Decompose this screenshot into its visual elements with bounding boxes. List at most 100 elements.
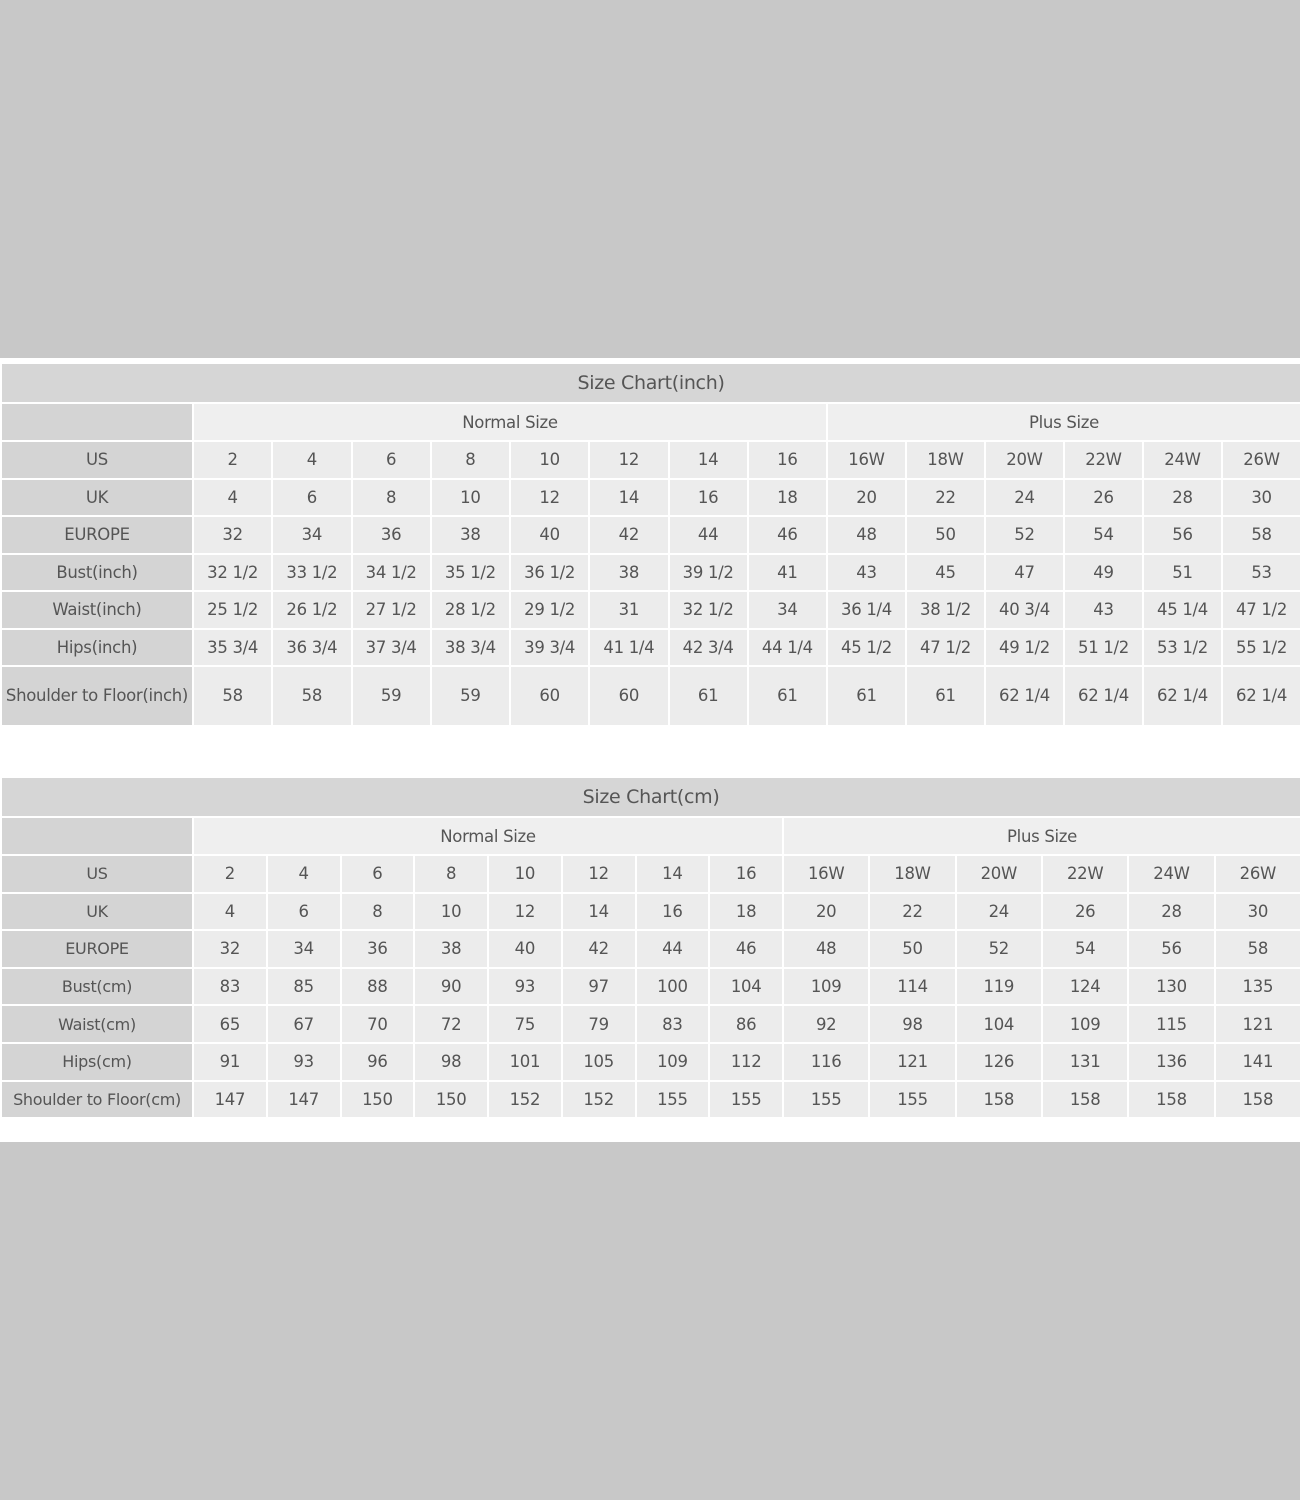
table-cell: 18W xyxy=(868,854,957,894)
table-row: US 2 4 6 8 10 12 14 16 16W 18W 20W 22W 24W 26W xyxy=(0,854,1300,894)
table-cell: 60 xyxy=(508,665,591,727)
table-cell: 31 xyxy=(588,590,670,630)
table-cell: 33 1/2 xyxy=(271,552,353,592)
table-cell: 45 1/2 xyxy=(826,627,907,667)
table-cell: 4 xyxy=(265,854,342,894)
table-cell: 51 xyxy=(1142,552,1223,592)
table-cell: 54 xyxy=(1063,515,1144,555)
table-cell: 85 xyxy=(265,966,342,1007)
table-cell: 47 xyxy=(984,552,1065,592)
table-cell: 26W xyxy=(1213,854,1300,894)
size-chart-inch-panel: Size Chart(inch) Normal Size Plus Size US 2 4… xyxy=(0,358,1300,749)
table-cell: 67 xyxy=(265,1004,342,1044)
table-cell: 119 xyxy=(954,966,1043,1007)
table-cell: 61 xyxy=(826,665,907,727)
table-cell: 158 xyxy=(1127,1079,1216,1120)
table-cell: 50 xyxy=(905,515,986,555)
group-header-row: Normal Size Plus Size xyxy=(0,816,1300,856)
table-cell: 49 xyxy=(1063,552,1144,592)
table-cell: 158 xyxy=(1040,1079,1130,1120)
table-cell: 16W xyxy=(781,854,871,894)
table-cell: 42 xyxy=(560,929,637,969)
table-cell: 130 xyxy=(1127,966,1216,1007)
table-cell: 104 xyxy=(708,966,784,1007)
table-cell: 47 1/2 xyxy=(1220,590,1300,630)
table-cell: 16 xyxy=(634,891,711,932)
table-cell: 32 xyxy=(192,929,268,969)
table-cell: 109 xyxy=(634,1041,711,1082)
table-cell: 8 xyxy=(429,440,512,480)
table-cell: 112 xyxy=(708,1041,784,1082)
table-cell: 52 xyxy=(954,929,1043,969)
table-cell: 36 1/4 xyxy=(826,590,907,630)
table-cell: 65 xyxy=(192,1004,268,1044)
table-cell: 42 3/4 xyxy=(667,627,749,667)
table-cell: 4 xyxy=(191,477,274,517)
table-cell: 109 xyxy=(1040,1004,1130,1044)
table-cell: 58 xyxy=(271,665,353,727)
table-cell: 6 xyxy=(350,440,432,480)
table-cell: 114 xyxy=(868,966,957,1007)
row-label: UK xyxy=(0,477,194,517)
table-cell: 158 xyxy=(954,1079,1043,1120)
row-label: Hips(cm) xyxy=(0,1041,194,1082)
table-cell: 40 xyxy=(487,929,563,969)
table-cell: 28 1/2 xyxy=(429,590,512,630)
table-cell: 61 xyxy=(746,665,829,727)
table-cell: 55 1/2 xyxy=(1220,627,1300,667)
table-cell: 104 xyxy=(954,1004,1043,1044)
table-cell: 96 xyxy=(339,1041,416,1082)
table-cell: 100 xyxy=(634,966,711,1007)
table-cell: 16 xyxy=(667,477,749,517)
table-cell: 62 1/4 xyxy=(1063,665,1144,727)
table-cell: 6 xyxy=(265,891,342,932)
table-cell: 115 xyxy=(1127,1004,1216,1044)
table-cell: 8 xyxy=(339,891,416,932)
table-cell: 10 xyxy=(508,440,591,480)
table-cell: 6 xyxy=(339,854,416,894)
table-cell: 61 xyxy=(667,665,749,727)
table-cell: 121 xyxy=(868,1041,957,1082)
table-cell: 60 xyxy=(588,665,670,727)
table-cell: 98 xyxy=(413,1041,489,1082)
table-cell: 70 xyxy=(339,1004,416,1044)
table-cell: 8 xyxy=(350,477,432,517)
table-cell: 40 3/4 xyxy=(984,590,1065,630)
table-cell: 93 xyxy=(265,1041,342,1082)
table-cell: 59 xyxy=(429,665,512,727)
table-cell: 24 xyxy=(954,891,1043,932)
row-label: Bust(cm) xyxy=(0,966,194,1007)
table-cell: 62 1/4 xyxy=(984,665,1065,727)
table-cell: 44 1/4 xyxy=(746,627,829,667)
table-cell: 53 xyxy=(1220,552,1300,592)
table-cell: 40 xyxy=(508,515,591,555)
table-cell: 116 xyxy=(781,1041,871,1082)
table-cell: 92 xyxy=(781,1004,871,1044)
table-row: Waist(inch) 25 1/2 26 1/2 27 1/2 28 1/2 29 1/… xyxy=(0,590,1300,630)
row-label: Waist(inch) xyxy=(0,590,194,630)
table-cell: 32 xyxy=(191,515,274,555)
table-cell: 22W xyxy=(1063,440,1144,480)
table-cell: 152 xyxy=(560,1079,637,1120)
table-cell: 44 xyxy=(667,515,749,555)
table-cell: 62 1/4 xyxy=(1142,665,1223,727)
table-cell: 35 3/4 xyxy=(191,627,274,667)
table-cell: 28 xyxy=(1127,891,1216,932)
table-cell: 58 xyxy=(191,665,274,727)
table-cell: 53 1/2 xyxy=(1142,627,1223,667)
table-cell: 83 xyxy=(634,1004,711,1044)
table-cell: 20W xyxy=(984,440,1065,480)
row-label: UK xyxy=(0,891,194,932)
table-row: UK 4 6 8 10 12 14 16 18 20 22 24 26 28 30 xyxy=(0,891,1300,932)
table-cell: 109 xyxy=(781,966,871,1007)
table-cell: 46 xyxy=(708,929,784,969)
table-cell: 25 1/2 xyxy=(191,590,274,630)
table-cell: 37 3/4 xyxy=(350,627,432,667)
table-cell: 155 xyxy=(634,1079,711,1120)
table-cell: 88 xyxy=(339,966,416,1007)
table-row: Waist(cm) 65 67 70 72 75 79 83 86 92 98 104 109 115 12… xyxy=(0,1004,1300,1044)
table-cell: 20W xyxy=(954,854,1043,894)
row-label: US xyxy=(0,440,194,480)
row-label: US xyxy=(0,854,194,894)
table-cell: 93 xyxy=(487,966,563,1007)
